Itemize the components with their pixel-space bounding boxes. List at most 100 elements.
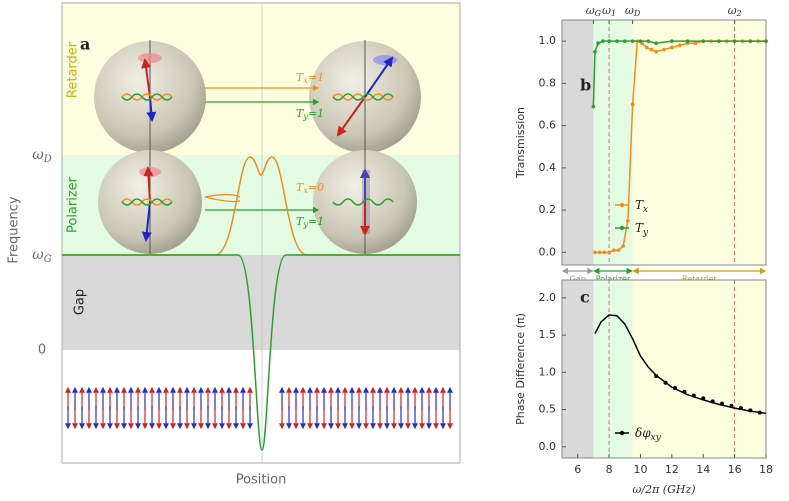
data-point [757,410,762,415]
wave [332,198,394,206]
data-point [593,250,597,255]
data-point [732,39,737,43]
y-tick-label: 0.8 [539,76,557,89]
panel-letter: a [80,35,90,54]
wave [121,198,173,206]
data-point [626,218,630,223]
level-label: ωD [32,147,51,165]
plot-frame [561,279,767,459]
legend-label: Ty [635,221,649,238]
tick-subscript: 1 [611,9,616,18]
region [562,20,594,265]
data-point [682,389,687,394]
x-tick-label: 10 [633,463,647,476]
legend-name: δφ [635,426,651,440]
band-curve [62,254,460,451]
x-axis-label: Position [236,473,287,488]
legend-sub: x [643,205,648,215]
y-tick-label: 0.2 [539,203,557,216]
x-tick-label: 8 [606,463,613,476]
x-tick-label: 12 [665,463,679,476]
spin [141,58,152,98]
data-point [607,39,611,43]
legend-label: δφxy [635,426,662,443]
legend-sub: y [642,228,649,238]
data-point [738,406,743,411]
data-point [630,102,635,107]
x-tick-label: 18 [759,463,773,476]
data-point [701,396,706,401]
frame [61,2,461,464]
arrow [204,193,241,203]
wave [121,93,173,101]
data-point [649,47,654,52]
x-tick-label: 14 [696,463,710,476]
data-point [720,401,725,406]
data-point [597,250,602,255]
x-tick-label: 16 [728,463,742,476]
tick-symbol: ω [625,4,634,17]
y-tick-label: 0.4 [539,161,557,174]
cone [139,167,161,177]
wave [121,198,173,206]
spin [143,166,154,203]
top-tick-label: ω2 [728,4,742,18]
cone [138,53,162,63]
region-label: Retarder [66,41,81,98]
y-tick-label: 0.0 [539,440,557,453]
top-tick-label: ωG [586,4,602,18]
top-tick-label: ωD [625,4,641,18]
legend-label: Tx [635,198,648,215]
data-point [677,43,682,48]
top-tick-label: ω1 [602,4,616,18]
data-point [691,393,696,398]
panel-a: a Retarder Polarizer Gap Frequency Posit… [7,2,461,488]
data-point [654,49,658,54]
legend-name: T [635,198,644,212]
data-point [593,49,597,54]
region [593,20,633,265]
data-point [670,45,674,50]
data-point [591,104,596,109]
data-point [748,408,753,413]
data-point [602,250,607,255]
region [632,280,766,458]
y-tick-label: 1.5 [539,328,557,341]
transmission-label: Ty=1 [296,107,324,121]
data-point [596,41,600,46]
data-point [764,39,768,43]
data-point [662,47,666,52]
data-point [630,39,635,43]
band-curve [62,156,460,256]
tick-symbol: ω [586,4,595,17]
panel-letter: c [580,288,590,307]
y-tick-label: 1.0 [539,365,557,378]
data-point [601,39,605,43]
data-point [717,39,721,43]
region [632,20,766,265]
region [562,280,594,458]
data-point [672,385,677,390]
data-point [644,45,649,50]
spin [141,201,152,242]
y-tick-label: 0.6 [539,119,557,132]
data-point [701,39,706,43]
data-point [710,399,715,404]
spin [364,56,394,98]
data-point [615,39,619,43]
data-point [607,250,611,255]
plot-frame [561,19,767,266]
data-point [685,39,690,43]
tick-subscript: 2 [736,9,742,18]
panel-letter: b [580,76,591,95]
gap-region [62,255,460,350]
data-point [646,39,651,43]
transmission-label: Ty=1 [296,215,324,229]
x-tick-label: 6 [574,463,581,476]
data-point [670,39,674,43]
spin-chain [65,386,453,430]
band-label: Retarder [682,275,717,284]
data-point [611,248,616,253]
spheres [94,40,421,254]
